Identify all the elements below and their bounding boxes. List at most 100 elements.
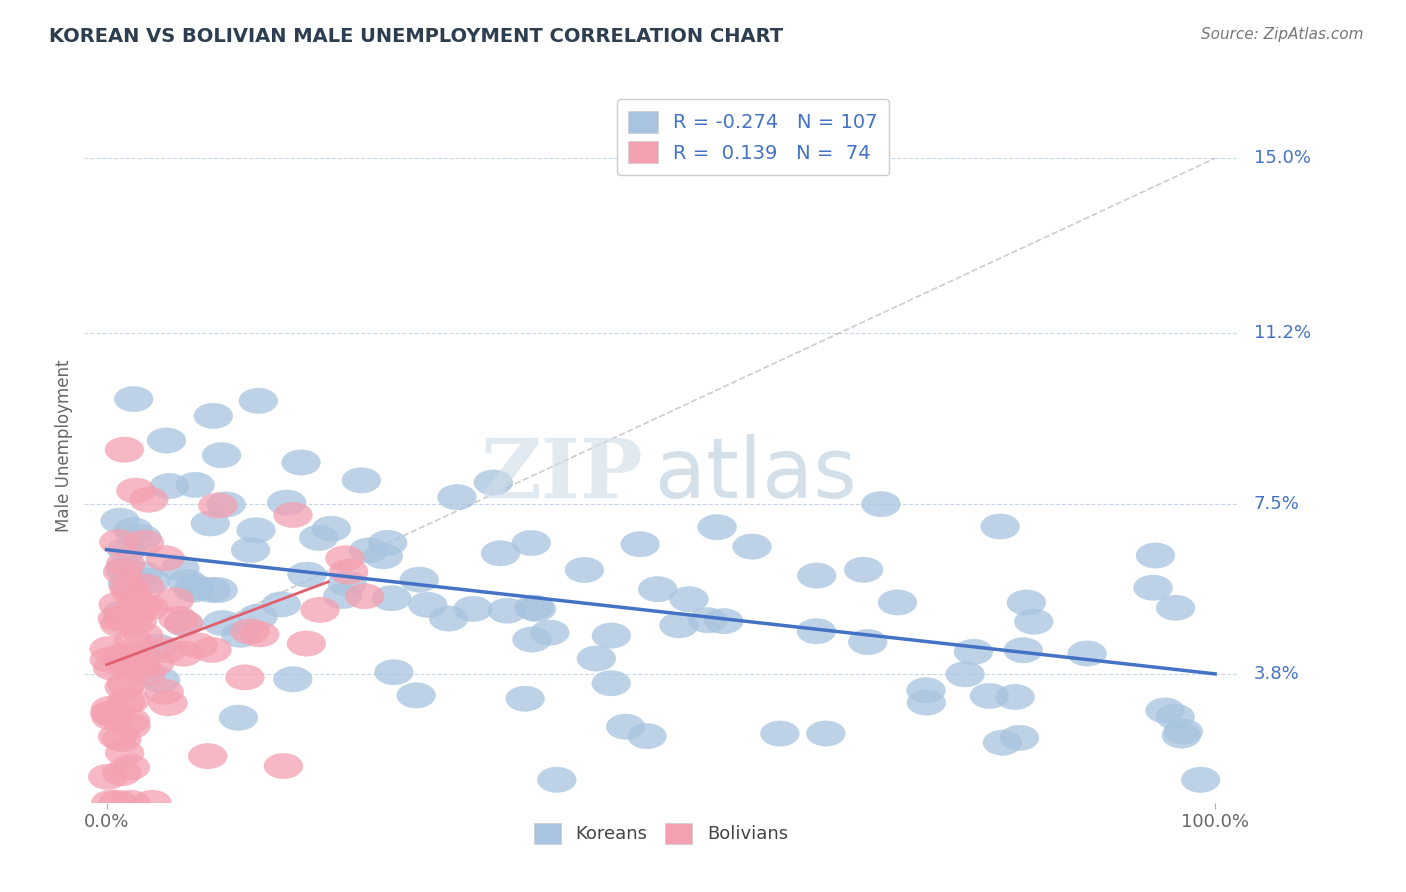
- Ellipse shape: [138, 634, 177, 659]
- Ellipse shape: [91, 705, 131, 731]
- Ellipse shape: [981, 514, 1019, 539]
- Ellipse shape: [91, 790, 131, 815]
- Ellipse shape: [797, 618, 835, 644]
- Ellipse shape: [112, 643, 150, 668]
- Ellipse shape: [207, 491, 246, 517]
- Ellipse shape: [844, 558, 883, 582]
- Ellipse shape: [374, 659, 413, 685]
- Ellipse shape: [225, 665, 264, 690]
- Ellipse shape: [98, 606, 136, 632]
- Ellipse shape: [105, 740, 143, 765]
- Ellipse shape: [955, 640, 993, 665]
- Ellipse shape: [89, 764, 127, 789]
- Ellipse shape: [219, 705, 257, 731]
- Y-axis label: Male Unemployment: Male Unemployment: [55, 359, 73, 533]
- Ellipse shape: [907, 678, 945, 703]
- Ellipse shape: [150, 474, 188, 499]
- Ellipse shape: [481, 541, 520, 566]
- Ellipse shape: [530, 620, 569, 645]
- Ellipse shape: [807, 721, 845, 747]
- Legend: Koreans, Bolivians: Koreans, Bolivians: [526, 815, 796, 851]
- Ellipse shape: [145, 679, 184, 705]
- Ellipse shape: [127, 660, 166, 685]
- Ellipse shape: [1156, 595, 1195, 621]
- Ellipse shape: [98, 724, 136, 749]
- Ellipse shape: [121, 592, 160, 618]
- Ellipse shape: [98, 592, 138, 617]
- Ellipse shape: [107, 652, 146, 677]
- Ellipse shape: [188, 744, 228, 769]
- Ellipse shape: [627, 723, 666, 748]
- Ellipse shape: [513, 627, 551, 652]
- Ellipse shape: [1007, 590, 1046, 615]
- Ellipse shape: [167, 569, 207, 595]
- Ellipse shape: [107, 538, 146, 563]
- Ellipse shape: [689, 607, 727, 633]
- Ellipse shape: [100, 644, 139, 670]
- Ellipse shape: [117, 593, 155, 619]
- Ellipse shape: [342, 467, 381, 493]
- Ellipse shape: [264, 754, 302, 779]
- Ellipse shape: [129, 595, 169, 620]
- Ellipse shape: [231, 619, 270, 644]
- Ellipse shape: [946, 662, 984, 687]
- Ellipse shape: [344, 583, 384, 609]
- Ellipse shape: [159, 606, 197, 632]
- Ellipse shape: [239, 388, 278, 414]
- Ellipse shape: [620, 532, 659, 557]
- Ellipse shape: [118, 609, 156, 634]
- Ellipse shape: [606, 714, 645, 739]
- Text: 11.2%: 11.2%: [1254, 324, 1310, 343]
- Ellipse shape: [165, 611, 204, 636]
- Ellipse shape: [273, 666, 312, 692]
- Ellipse shape: [121, 653, 160, 679]
- Ellipse shape: [149, 690, 187, 716]
- Ellipse shape: [105, 557, 145, 582]
- Ellipse shape: [373, 585, 411, 611]
- Ellipse shape: [326, 546, 364, 571]
- Ellipse shape: [114, 628, 153, 654]
- Ellipse shape: [240, 622, 280, 647]
- Ellipse shape: [176, 472, 215, 498]
- Ellipse shape: [907, 690, 946, 715]
- Ellipse shape: [111, 708, 150, 733]
- Ellipse shape: [236, 517, 276, 543]
- Ellipse shape: [148, 428, 186, 453]
- Ellipse shape: [100, 529, 138, 555]
- Ellipse shape: [267, 490, 307, 516]
- Ellipse shape: [231, 537, 270, 563]
- Ellipse shape: [202, 442, 240, 468]
- Ellipse shape: [592, 623, 631, 648]
- Ellipse shape: [114, 517, 153, 543]
- Ellipse shape: [396, 682, 436, 708]
- Ellipse shape: [91, 696, 129, 722]
- Ellipse shape: [1164, 719, 1202, 744]
- Ellipse shape: [174, 577, 212, 602]
- Ellipse shape: [399, 567, 439, 592]
- Ellipse shape: [1004, 638, 1043, 663]
- Ellipse shape: [198, 577, 238, 603]
- Ellipse shape: [1136, 543, 1175, 568]
- Ellipse shape: [114, 605, 153, 631]
- Ellipse shape: [1146, 698, 1184, 723]
- Ellipse shape: [165, 641, 202, 666]
- Ellipse shape: [970, 683, 1008, 708]
- Ellipse shape: [114, 650, 153, 675]
- Ellipse shape: [506, 686, 544, 712]
- Ellipse shape: [349, 538, 388, 563]
- Ellipse shape: [288, 562, 326, 587]
- Ellipse shape: [364, 543, 402, 569]
- Ellipse shape: [592, 671, 630, 696]
- Ellipse shape: [155, 588, 194, 613]
- Ellipse shape: [797, 563, 837, 588]
- Ellipse shape: [659, 613, 699, 638]
- Ellipse shape: [1161, 723, 1201, 748]
- Ellipse shape: [537, 767, 576, 792]
- Ellipse shape: [104, 605, 143, 630]
- Ellipse shape: [437, 484, 477, 510]
- Ellipse shape: [517, 597, 555, 622]
- Ellipse shape: [103, 559, 142, 584]
- Ellipse shape: [125, 574, 165, 599]
- Ellipse shape: [733, 534, 772, 559]
- Ellipse shape: [299, 525, 337, 550]
